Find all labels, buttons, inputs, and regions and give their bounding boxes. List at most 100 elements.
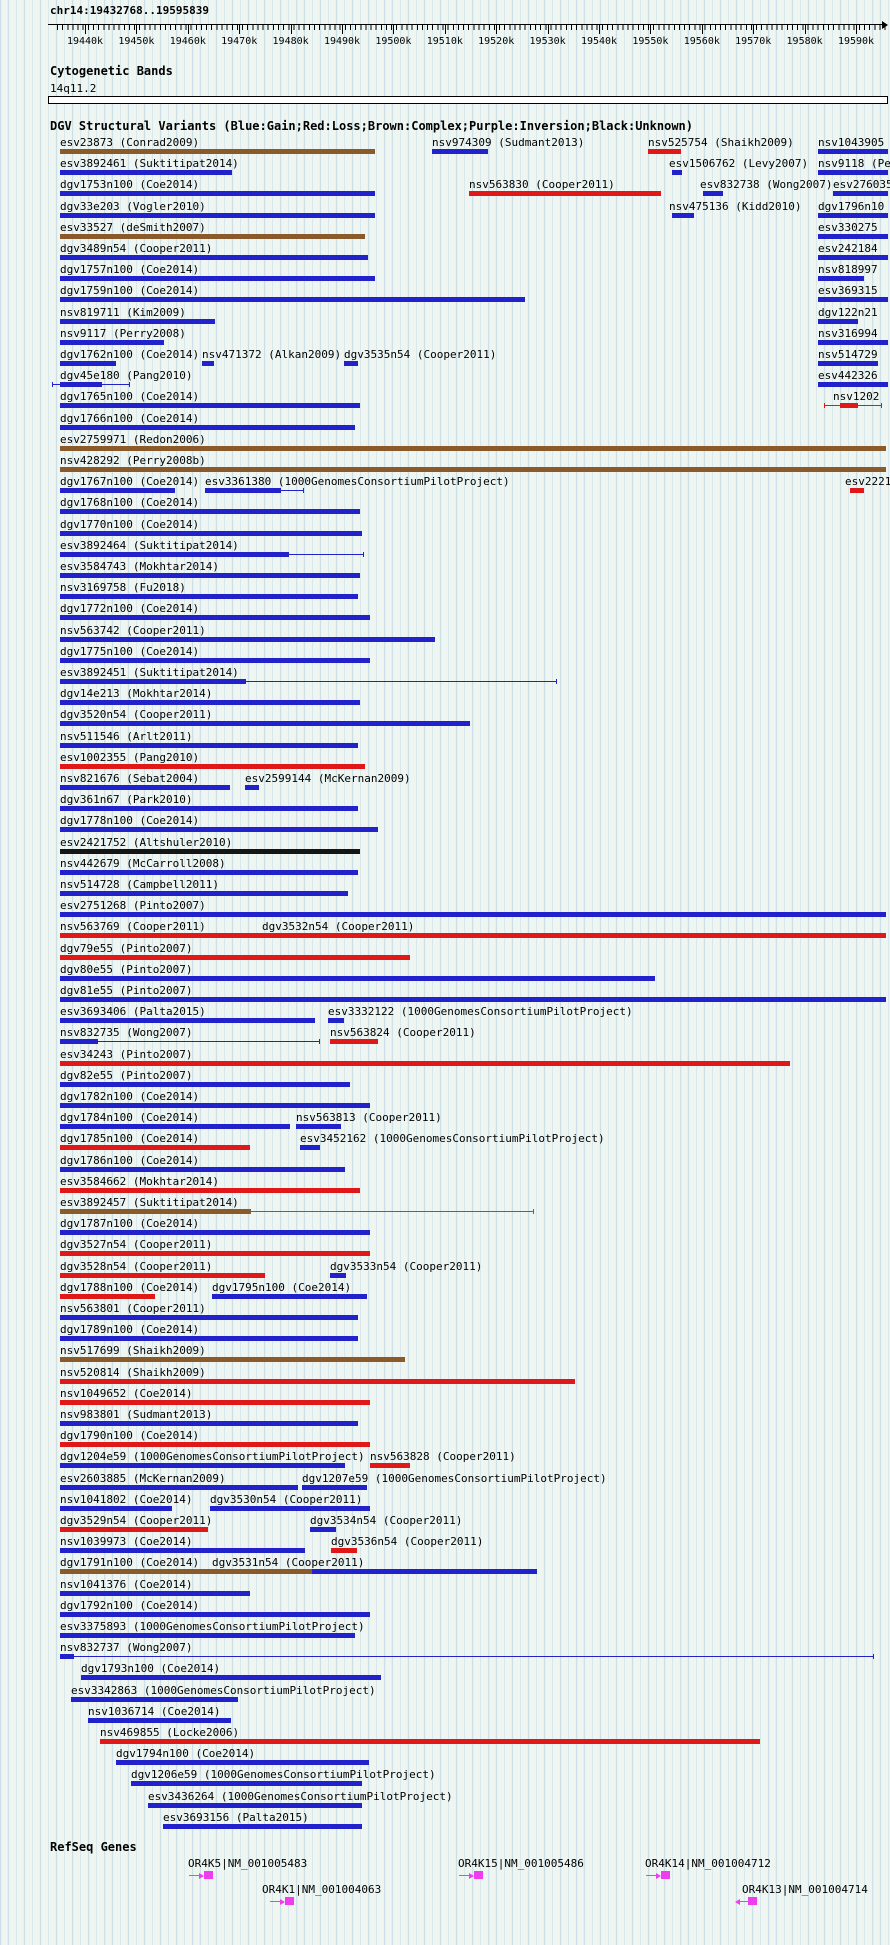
variant-label[interactable]: esv832738 (Wong2007) <box>700 178 833 192</box>
variant-label[interactable]: esv2760354 <box>833 178 890 192</box>
variant-bar[interactable] <box>296 1124 341 1130</box>
variant-bar[interactable] <box>672 170 682 176</box>
variant-bar[interactable] <box>60 1421 358 1426</box>
variant-label[interactable]: dgv122n21 <box>818 305 878 319</box>
variant-bar[interactable] <box>60 700 360 706</box>
variant-bar[interactable] <box>60 1315 358 1320</box>
variant-label[interactable]: dgv1793n100 (Coe2014) <box>81 1662 221 1676</box>
variant-bar[interactable] <box>60 424 355 430</box>
variant-bar[interactable] <box>833 191 888 197</box>
variant-label[interactable]: nsv442679 (McCarroll2008) <box>60 856 226 870</box>
variant-label[interactable]: nsv9118 (Per <box>818 157 890 171</box>
variant-label[interactable]: nsv832737 (Wong2007) <box>60 1641 193 1655</box>
variant-bar[interactable] <box>60 1590 250 1596</box>
variant-bar[interactable] <box>370 1463 410 1469</box>
gene-marker[interactable] <box>185 1871 215 1881</box>
variant-bar[interactable] <box>818 233 888 239</box>
variant-label[interactable]: esv2751268 (Pinto2007) <box>60 899 206 913</box>
variant-bar[interactable] <box>60 933 886 939</box>
variant-bar[interactable] <box>60 679 245 684</box>
variant-label[interactable]: dgv3529n54 (Cooper2011) <box>60 1514 213 1527</box>
variant-bar[interactable] <box>60 382 102 388</box>
variant-label[interactable]: nsv974309 (Sudmant2013) <box>432 136 585 149</box>
gene-marker[interactable] <box>642 1871 672 1881</box>
variant-bar[interactable] <box>60 1442 370 1448</box>
variant-label[interactable]: dgv1206e59 (1000GenomesConsortiumPilotPr… <box>131 1768 436 1782</box>
variant-bar[interactable] <box>60 403 360 409</box>
variant-bar[interactable] <box>60 1484 298 1490</box>
variant-label[interactable]: esv2759971 (Redon2006) <box>60 432 206 446</box>
variant-label[interactable]: esv242184 <box>818 242 878 255</box>
variant-bar[interactable] <box>60 1251 370 1257</box>
variant-bar[interactable] <box>163 1823 362 1829</box>
variant-label[interactable]: esv3436264 (1000GenomesConsortiumPilotPr… <box>148 1789 453 1803</box>
variant-label[interactable]: nsv563801 (Cooper2011) <box>60 1302 206 1315</box>
variant-bar[interactable] <box>60 339 164 345</box>
variant-label[interactable]: nsv563813 (Cooper2011) <box>296 1111 442 1125</box>
variant-bar[interactable] <box>60 445 886 451</box>
variant-bar[interactable] <box>60 1166 345 1172</box>
variant-bar[interactable] <box>60 1293 155 1299</box>
variant-label[interactable]: dgv1794n100 (Coe2014) <box>116 1747 256 1761</box>
variant-bar[interactable] <box>60 1209 250 1214</box>
variant-bar[interactable] <box>60 573 360 578</box>
variant-bar[interactable] <box>131 1781 362 1787</box>
variant-label[interactable]: nsv1049652 (Coe2014) <box>60 1386 193 1400</box>
variant-label[interactable]: dgv81e55 (Pinto2007) <box>60 984 193 997</box>
variant-bar[interactable] <box>60 806 358 812</box>
variant-bar[interactable] <box>81 1675 381 1681</box>
variant-bar[interactable] <box>60 891 348 896</box>
variant-label[interactable]: nsv517699 (Shaikh2009) <box>60 1344 206 1358</box>
variant-bar[interactable] <box>60 594 358 600</box>
variant-bar[interactable] <box>60 848 360 854</box>
variant-label[interactable]: esv369315 <box>818 284 878 298</box>
variant-label[interactable]: dgv1767n100 (Coe2014) <box>60 475 200 489</box>
gene-marker[interactable] <box>266 1897 296 1907</box>
variant-bar[interactable] <box>60 212 375 218</box>
variant-bar[interactable] <box>302 1484 367 1490</box>
variant-bar[interactable] <box>88 1717 231 1723</box>
variant-label[interactable]: dgv3520n54 (Cooper2011) <box>60 708 213 722</box>
variant-bar[interactable] <box>60 361 116 366</box>
variant-label[interactable]: dgv1753n100 (Coe2014) <box>60 178 200 192</box>
variant-bar[interactable] <box>60 1399 370 1405</box>
variant-bar[interactable] <box>60 1145 250 1151</box>
variant-label[interactable]: esv3452162 (1000GenomesConsortiumPilotPr… <box>300 1132 605 1146</box>
variant-label[interactable]: esv3584743 (Mokhtar2014) <box>60 560 219 573</box>
variant-label[interactable]: dgv1791n100 (Coe2014) <box>60 1556 200 1570</box>
variant-bar[interactable] <box>202 361 214 366</box>
variant-label[interactable]: esv3693406 (Palta2015) <box>60 1005 206 1019</box>
variant-label[interactable]: esv1506762 (Levy2007) <box>669 157 809 171</box>
variant-label[interactable]: dgv1757n100 (Coe2014) <box>60 263 200 277</box>
variant-label[interactable]: nsv818997 <box>818 263 878 277</box>
variant-bar[interactable] <box>818 212 888 218</box>
variant-label[interactable]: dgv3489n54 (Cooper2011) <box>60 242 213 255</box>
variant-label[interactable]: nsv475136 (Kidd2010) <box>669 199 802 213</box>
variant-label[interactable]: nsv511546 (Arlt2011) <box>60 729 193 743</box>
variant-label[interactable]: dgv1785n100 (Coe2014) <box>60 1132 200 1146</box>
variant-bar[interactable] <box>60 1611 370 1617</box>
variant-bar[interactable] <box>60 954 410 960</box>
variant-bar[interactable] <box>60 488 175 494</box>
variant-label[interactable]: dgv82e55 (Pinto2007) <box>60 1068 193 1082</box>
variant-bar[interactable] <box>60 1357 405 1363</box>
variant-label[interactable]: nsv1041376 (Coe2014) <box>60 1577 193 1591</box>
variant-bar[interactable] <box>432 149 488 154</box>
variant-label[interactable]: dgv33e203 (Vogler2010) <box>60 199 206 213</box>
variant-label[interactable]: dgv3530n54 (Cooper2011) <box>210 1492 363 1506</box>
variant-bar[interactable] <box>60 318 215 324</box>
variant-bar[interactable] <box>60 276 375 282</box>
variant-label[interactable]: esv3892464 (Suktitipat2014) <box>60 538 239 552</box>
variant-label[interactable]: dgv1770n100 (Coe2014) <box>60 517 200 531</box>
variant-label[interactable]: nsv821676 (Sebat2004) <box>60 772 200 785</box>
variant-bar[interactable] <box>60 785 230 790</box>
variant-label[interactable]: nsv3169758 (Fu2018) <box>60 581 186 595</box>
variant-bar[interactable] <box>60 912 886 918</box>
variant-label[interactable]: esv33527 (deSmith2007) <box>60 220 206 234</box>
variant-bar[interactable] <box>840 403 858 409</box>
variant-bar[interactable] <box>60 1633 355 1638</box>
variant-label[interactable]: dgv1765n100 (Coe2014) <box>60 390 200 404</box>
variant-label[interactable]: dgv1786n100 (Coe2014) <box>60 1153 200 1167</box>
variant-bar[interactable] <box>60 1103 370 1108</box>
variant-bar[interactable] <box>330 1039 378 1045</box>
